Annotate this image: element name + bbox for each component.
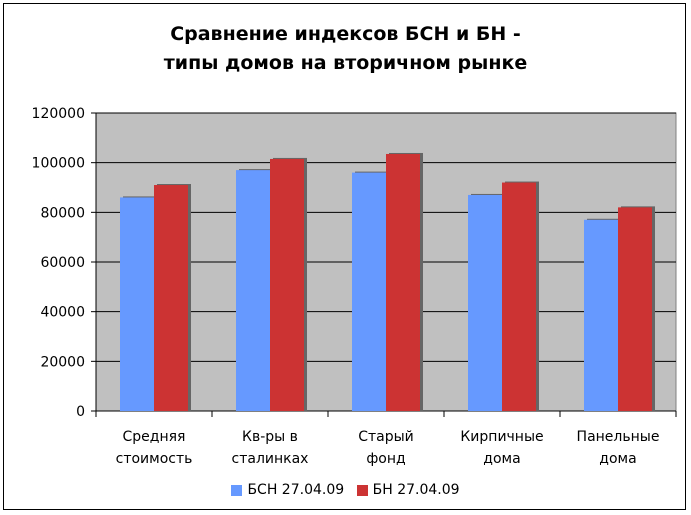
legend-item-series-1: БСН 27.04.09 [231, 482, 344, 498]
bar-series-1 [236, 170, 270, 411]
x-tick-label: Панельные [577, 429, 660, 445]
x-tick-label: дома [483, 451, 520, 467]
x-tick-label: фонд [366, 451, 405, 467]
y-tick-label: 0 [76, 404, 85, 420]
bar-series-2 [154, 185, 188, 411]
bar-series-2 [618, 207, 652, 411]
x-tick-label: Средняя [123, 429, 186, 445]
legend-label-series-1: БСН 27.04.09 [247, 482, 345, 498]
y-tick-label: 20000 [40, 354, 85, 370]
legend-item-series-2: БН 27.04.09 [356, 482, 460, 498]
legend-label-series-2: БН 27.04.09 [372, 482, 460, 498]
x-tick-label: Кв-ры в [242, 429, 298, 445]
chart-title-line-2: типы домов на вторичном рынке [163, 52, 528, 74]
legend-swatch-series-2 [356, 484, 368, 496]
bar-series-1 [584, 219, 618, 411]
bar-series-2 [502, 182, 536, 411]
y-tick-label: 40000 [40, 305, 85, 321]
bar-series-1 [120, 197, 154, 411]
x-tick-label: дома [599, 451, 636, 467]
y-tick-label: 80000 [40, 205, 85, 221]
chart-title: Сравнение индексов БСН и БН - типы домов… [0, 20, 691, 78]
legend: БСН 27.04.09 БН 27.04.09 [0, 482, 691, 500]
bar-series-2 [386, 153, 420, 411]
x-tick-label: Кирпичные [460, 429, 543, 445]
x-tick-label: сталинках [232, 451, 309, 467]
x-tick-label: Старый [358, 429, 414, 445]
y-tick-label: 60000 [40, 255, 85, 271]
bar-series-2 [270, 158, 304, 411]
legend-swatch-series-1 [231, 484, 243, 496]
y-tick-label: 100000 [32, 156, 85, 172]
x-tick-label: стоимость [116, 451, 193, 467]
bar-series-1 [468, 194, 502, 411]
bar-series-1 [352, 172, 386, 411]
chart-title-line-1: Сравнение индексов БСН и БН - [170, 23, 521, 45]
y-tick-label: 120000 [32, 106, 85, 122]
